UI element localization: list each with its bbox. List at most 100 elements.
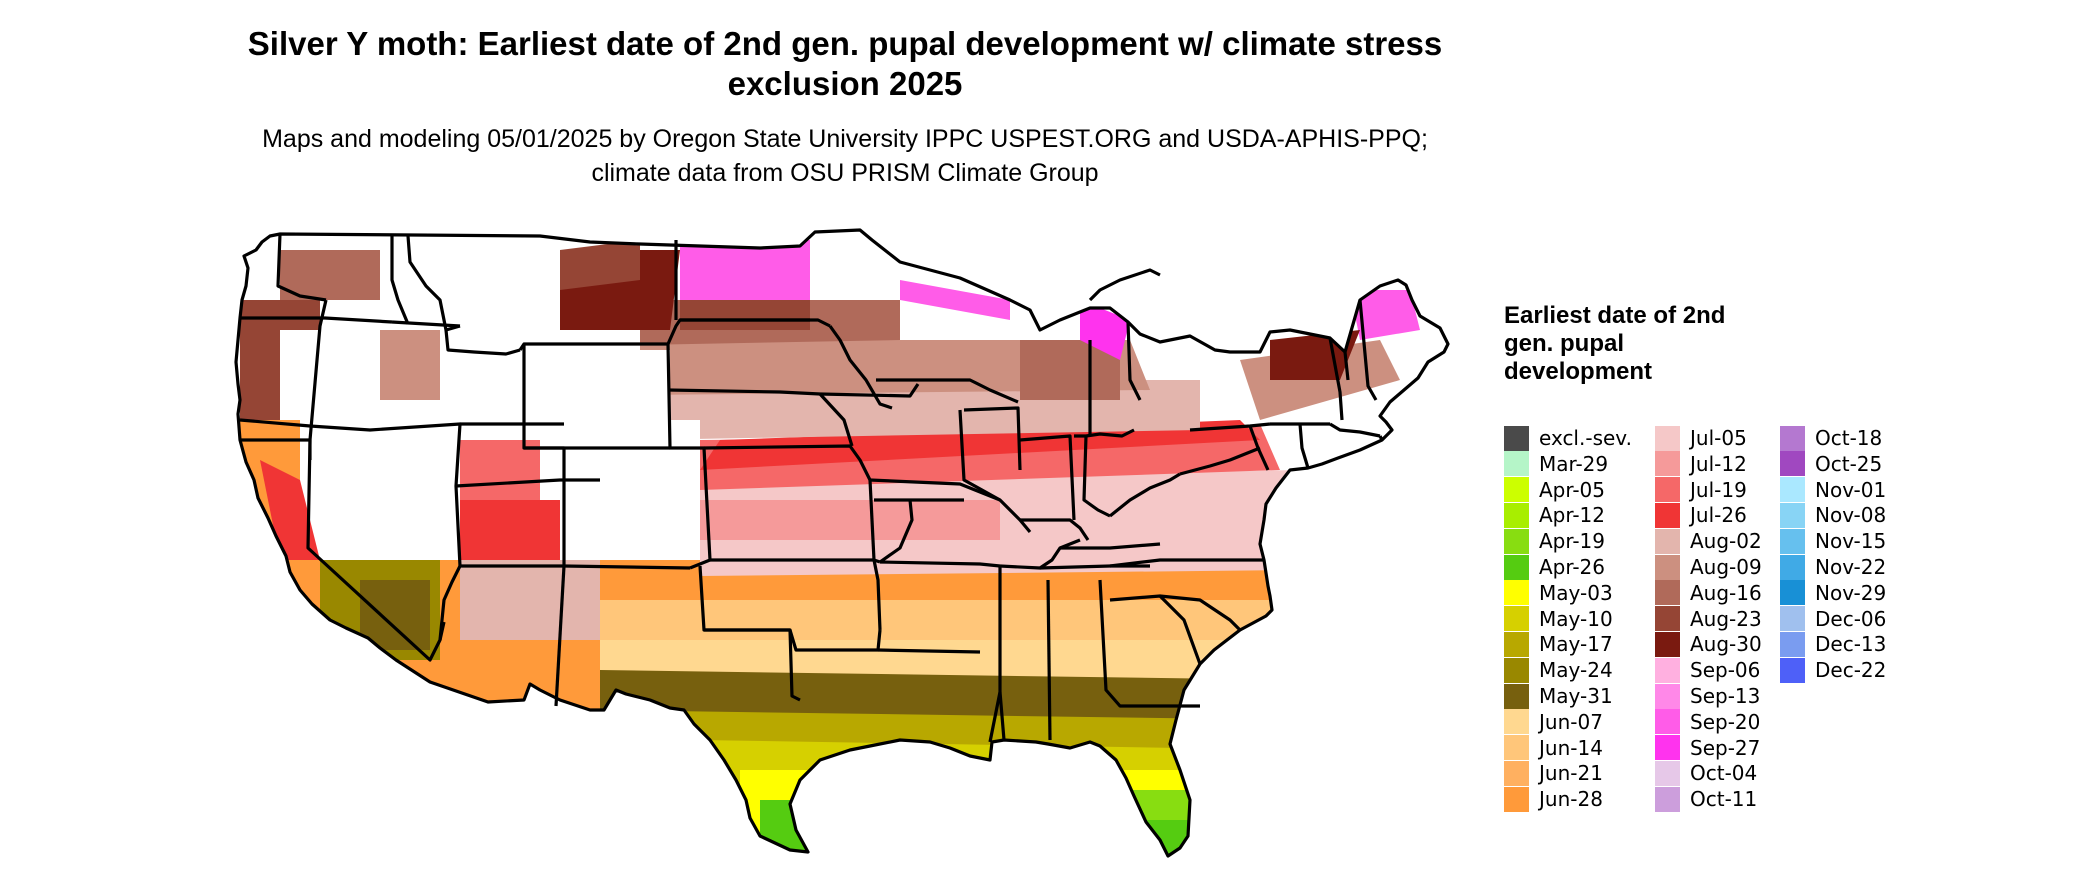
map-region — [440, 240, 560, 320]
legend-item: Sep-13 — [1655, 683, 1760, 709]
legend-item: Jul-26 — [1655, 502, 1747, 528]
legend-label: Oct-11 — [1690, 787, 1758, 812]
legend-item: Sep-06 — [1655, 657, 1760, 683]
legend-item: Jun-14 — [1504, 735, 1603, 761]
legend-swatch — [1780, 502, 1805, 528]
legend-item: Dec-13 — [1780, 631, 1886, 657]
legend-item: May-31 — [1504, 683, 1613, 709]
map-region — [460, 560, 600, 640]
legend-swatch — [1780, 580, 1805, 606]
legend-swatch — [1504, 735, 1529, 761]
legend-swatch — [1504, 709, 1529, 735]
legend-swatch — [1655, 502, 1680, 528]
legend-label: Jun-28 — [1539, 787, 1603, 812]
legend-swatch — [1504, 580, 1529, 606]
legend-swatch — [1655, 425, 1680, 451]
map-region — [360, 580, 430, 650]
legend-swatch — [1655, 709, 1680, 735]
legend-item: Sep-27 — [1655, 735, 1760, 761]
legend-swatch — [1655, 528, 1680, 554]
legend-label: Sep-06 — [1690, 658, 1761, 683]
legend-swatch — [1504, 631, 1529, 657]
legend-item: Aug-23 — [1655, 606, 1762, 632]
legend-label: Oct-25 — [1815, 451, 1883, 476]
legend-swatch — [1655, 554, 1680, 580]
legend-label: Jul-05 — [1690, 426, 1747, 450]
legend-item: May-10 — [1504, 606, 1613, 632]
legend-label: May-10 — [1539, 606, 1613, 631]
map-region — [600, 670, 1300, 856]
legend-label: Apr-26 — [1539, 555, 1605, 579]
map-region — [680, 240, 810, 300]
legend-item: excl.-sev. — [1504, 425, 1632, 451]
map-title: Silver Y moth: Earliest date of 2nd gen.… — [247, 25, 1443, 102]
legend-swatch — [1504, 760, 1529, 786]
legend-label: Jul-12 — [1690, 451, 1747, 476]
legend-label: Apr-05 — [1539, 477, 1605, 502]
legend-swatch — [1655, 477, 1680, 503]
map-region — [240, 300, 320, 330]
legend-item: May-03 — [1504, 580, 1613, 606]
legend-item: Apr-19 — [1504, 528, 1605, 554]
map-subtitle: Maps and modeling 05/01/2025 by Oregon S… — [262, 125, 1428, 187]
legend-label: Dec-22 — [1815, 658, 1887, 683]
legend-swatch — [1504, 683, 1529, 709]
legend-swatch — [1504, 786, 1529, 812]
legend-label: May-24 — [1539, 658, 1613, 683]
legend-label: Jul-19 — [1690, 477, 1747, 502]
map-region — [460, 500, 560, 560]
legend-label: Sep-27 — [1690, 735, 1761, 760]
legend-label: Aug-09 — [1690, 555, 1762, 579]
legend-label: excl.-sev. — [1539, 426, 1632, 450]
map-region — [380, 330, 440, 400]
legend-item: Nov-29 — [1780, 580, 1886, 606]
map-region — [520, 350, 670, 440]
legend-swatch — [1504, 554, 1529, 580]
map-region — [300, 330, 380, 420]
legend-item: Sep-20 — [1655, 709, 1760, 735]
legend-swatch — [1780, 425, 1805, 451]
map-region — [900, 280, 1010, 320]
legend-label: Oct-18 — [1815, 426, 1883, 450]
legend-item: Aug-16 — [1655, 580, 1762, 606]
legend-label: Sep-13 — [1690, 684, 1761, 708]
legend-swatch — [1504, 477, 1529, 503]
legend-swatch — [1504, 451, 1529, 477]
legend-item: Jul-19 — [1655, 477, 1747, 503]
legend-label: Sep-20 — [1690, 709, 1761, 734]
legend-item: Aug-30 — [1655, 631, 1762, 657]
legend-label: Aug-30 — [1690, 632, 1762, 657]
legend-swatch — [1655, 786, 1680, 812]
legend-swatch — [1655, 657, 1680, 683]
legend-label: Apr-19 — [1539, 529, 1605, 554]
legend-label: Aug-02 — [1690, 529, 1762, 554]
legend-label: May-17 — [1539, 632, 1613, 657]
legend-item: Dec-22 — [1780, 657, 1886, 683]
legend-item: Nov-22 — [1780, 554, 1886, 580]
legend-swatch — [1655, 606, 1680, 632]
map-region — [700, 500, 1000, 540]
legend-item: Jul-05 — [1655, 425, 1747, 451]
legend-swatch — [1780, 528, 1805, 554]
map-region — [680, 300, 810, 330]
map-region — [560, 240, 640, 290]
legend-item: Mar-29 — [1504, 451, 1608, 477]
legend-item: Jul-12 — [1655, 451, 1747, 477]
legend-item: Oct-04 — [1655, 760, 1757, 786]
legend-label: Nov-08 — [1815, 503, 1887, 528]
legend-swatch — [1504, 528, 1529, 554]
legend-label: May-03 — [1539, 580, 1613, 605]
legend-item: Jun-21 — [1504, 760, 1603, 786]
legend-label: Aug-23 — [1690, 606, 1762, 631]
legend-swatch — [1655, 735, 1680, 761]
legend-swatch — [1780, 477, 1805, 503]
legend-item: Apr-26 — [1504, 554, 1605, 580]
legend-swatch — [1504, 425, 1529, 451]
legend-item: Nov-01 — [1780, 477, 1886, 503]
legend-item: Apr-05 — [1504, 477, 1605, 503]
legend-item: Oct-25 — [1780, 451, 1882, 477]
legend-swatch — [1655, 631, 1680, 657]
legend-label: Jul-26 — [1690, 503, 1747, 528]
legend-swatch — [1780, 606, 1805, 632]
